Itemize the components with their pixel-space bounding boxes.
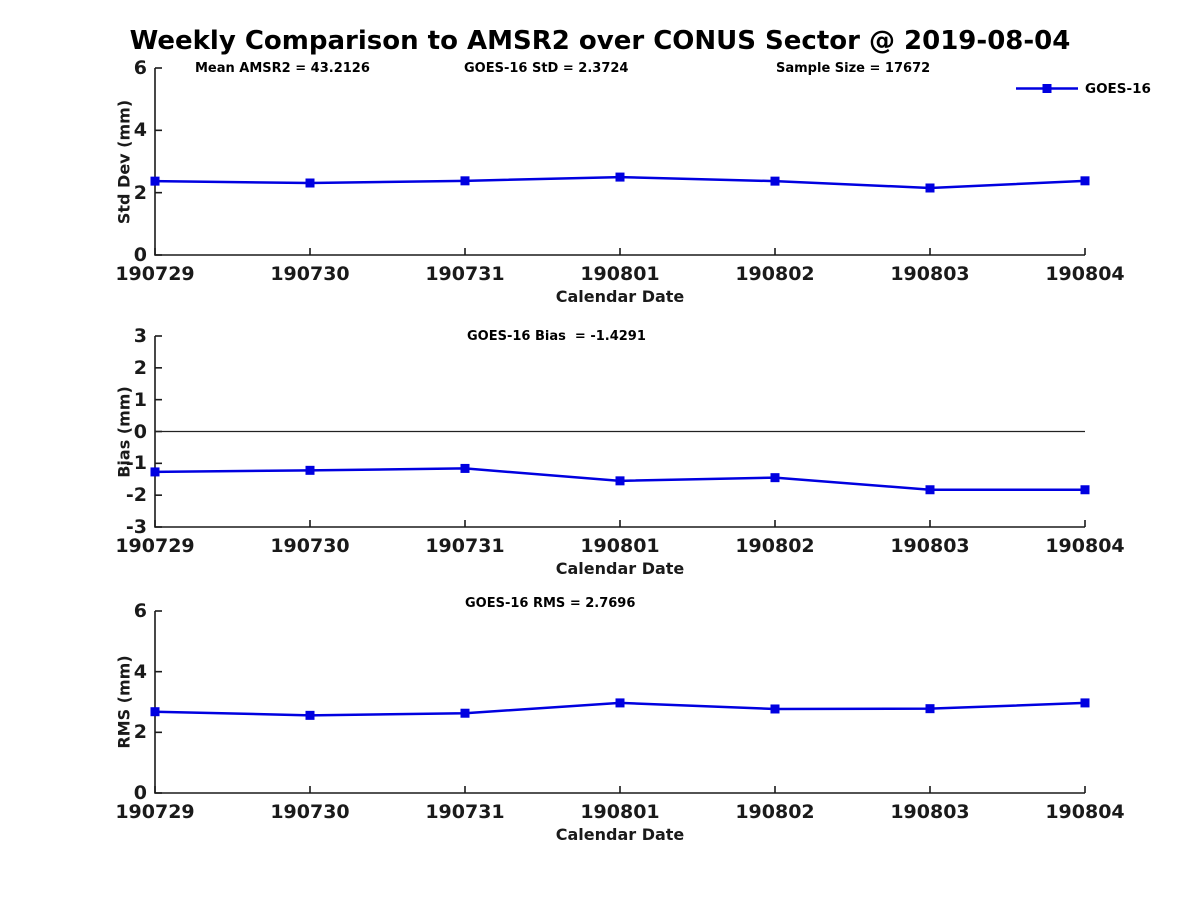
x-tick-label: 190804 bbox=[1045, 535, 1125, 557]
data-point-marker bbox=[1080, 176, 1090, 186]
x-tick-label: 190730 bbox=[270, 801, 350, 823]
x-tick-label: 190804 bbox=[1045, 801, 1125, 823]
annotation-sample-size: Sample Size = 17672 bbox=[776, 61, 931, 76]
x-tick-label: 190729 bbox=[115, 535, 195, 557]
x-tick-label: 190730 bbox=[270, 263, 350, 285]
x-tick-label: 190803 bbox=[890, 535, 970, 557]
plot-panel-1 bbox=[150, 67, 1090, 256]
y-tick-label: 0 bbox=[133, 420, 147, 443]
x-tick-label: 190801 bbox=[580, 535, 660, 557]
data-point-marker bbox=[770, 704, 780, 714]
annotation-goes16-std: GOES-16 StD = 2.3724 bbox=[464, 61, 629, 76]
y-tick-label: -2 bbox=[125, 484, 147, 507]
data-point-marker bbox=[150, 467, 160, 477]
data-point-marker bbox=[1080, 485, 1090, 495]
page-title: Weekly Comparison to AMSR2 over CONUS Se… bbox=[129, 26, 1071, 56]
plot-panel-2 bbox=[150, 335, 1090, 528]
y-tick-label: -3 bbox=[125, 516, 147, 538]
y-tick-label: 2 bbox=[133, 181, 147, 204]
y-tick-label: 4 bbox=[133, 119, 147, 142]
annotation-goes16-bias: GOES-16 Bias = -1.4291 bbox=[467, 329, 646, 344]
x-tick-label: 190803 bbox=[890, 263, 970, 285]
x-axis-title-3: Calendar Date bbox=[555, 825, 685, 844]
x-tick-label: 190801 bbox=[580, 801, 660, 823]
y-tick-label: 4 bbox=[133, 660, 147, 683]
data-point-marker bbox=[615, 172, 625, 182]
y-tick-label: 1 bbox=[133, 388, 147, 411]
legend-label: GOES-16 bbox=[1085, 80, 1151, 97]
annotation-mean-amsr2: Mean AMSR2 = 43.2126 bbox=[195, 61, 370, 76]
data-point-marker bbox=[150, 707, 160, 717]
data-point-marker bbox=[925, 183, 935, 193]
y-tick-label: 0 bbox=[133, 782, 147, 804]
data-point-marker bbox=[925, 704, 935, 714]
data-point-marker bbox=[770, 473, 780, 483]
data-point-marker bbox=[460, 463, 470, 473]
x-axis-title-2: Calendar Date bbox=[555, 559, 685, 578]
y-tick-label: 2 bbox=[133, 356, 147, 379]
x-tick-label: 190729 bbox=[115, 263, 195, 285]
legend-line-icon bbox=[1016, 84, 1078, 93]
plot-panel-3 bbox=[150, 610, 1090, 794]
x-tick-label: 190802 bbox=[735, 263, 815, 285]
y-tick-label: 2 bbox=[133, 721, 147, 744]
x-tick-label: 190802 bbox=[735, 535, 815, 557]
x-tick-label: 190731 bbox=[425, 535, 505, 557]
data-point-marker bbox=[770, 176, 780, 186]
data-point-marker bbox=[305, 465, 315, 475]
data-point-marker bbox=[615, 476, 625, 486]
y-tick-label: 0 bbox=[133, 244, 147, 266]
data-point-marker bbox=[305, 710, 315, 720]
x-axis-title-1: Calendar Date bbox=[555, 287, 685, 306]
annotation-goes16-rms: GOES-16 RMS = 2.7696 bbox=[465, 596, 636, 611]
x-tick-label: 190729 bbox=[115, 801, 195, 823]
data-point-marker bbox=[150, 176, 160, 186]
data-point-marker bbox=[1080, 698, 1090, 708]
x-tick-label: 190804 bbox=[1045, 263, 1125, 285]
x-tick-label: 190801 bbox=[580, 263, 660, 285]
data-point-marker bbox=[615, 698, 625, 708]
data-point-marker bbox=[460, 708, 470, 718]
x-tick-label: 190803 bbox=[890, 801, 970, 823]
legend: GOES-16 bbox=[1016, 80, 1151, 97]
y-tick-label: 6 bbox=[133, 600, 147, 622]
x-tick-label: 190802 bbox=[735, 801, 815, 823]
data-point-marker bbox=[925, 485, 935, 495]
y-tick-label: 6 bbox=[133, 57, 147, 79]
x-tick-label: 190731 bbox=[425, 263, 505, 285]
data-point-marker bbox=[460, 176, 470, 186]
x-tick-label: 190731 bbox=[425, 801, 505, 823]
y-tick-label: -1 bbox=[125, 452, 147, 475]
y-tick-label: 3 bbox=[133, 325, 147, 347]
axis-lines bbox=[154, 68, 1085, 256]
x-tick-label: 190730 bbox=[270, 535, 350, 557]
data-point-marker bbox=[305, 178, 315, 188]
